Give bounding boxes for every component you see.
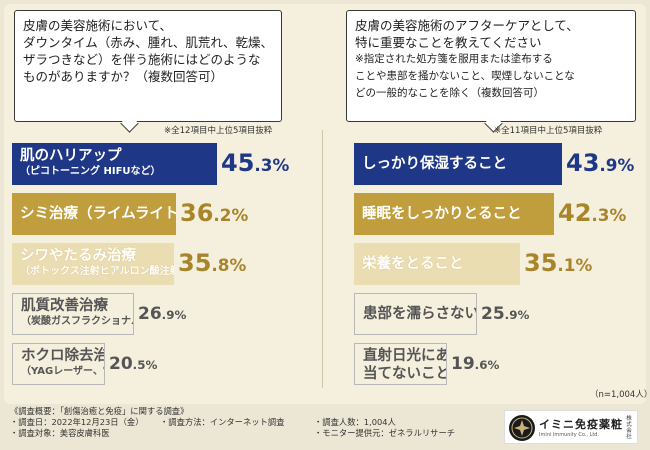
bar-label: シワやたるみ治療: [20, 248, 136, 264]
bar-label: 直射日光にあまり: [363, 348, 446, 364]
value-label: 42.3%: [558, 199, 627, 227]
right-question-line: ことや患部を掻かないこと、喫煙しないことな: [355, 70, 575, 82]
panel-divider: [322, 130, 323, 388]
value-label: 19.6%: [451, 354, 500, 374]
footer-method: ・調査方法：インターネット調査: [160, 417, 285, 427]
footer-target: ・調査対象：美容皮膚科医: [10, 428, 110, 438]
left-question-box: 皮膚の美容施術において、 ダウンタイム（赤み、腫れ、肌荒れ、乾燥、 ザラつきなど…: [14, 10, 282, 122]
logo-name: イミニ免疫薬粧: [539, 418, 623, 431]
chart-bar: 睡眠をしっかりとること: [354, 193, 554, 235]
value-label: 25.9%: [481, 304, 530, 324]
chart-bar: ホクロ除去治療 （YAGレーザー、電気焼灼法など）: [12, 343, 105, 385]
right-question-line: 特に重要なことを教えてください: [355, 35, 542, 50]
logo-subtitle: Imini Immunity Co., Ltd.: [539, 432, 600, 438]
value-label: 35.8%: [178, 249, 247, 277]
right-question-line: 皮膚の美容施術のアフターケアとして、: [355, 18, 579, 33]
left-question-line: ものがありますか？（複数回答可）: [23, 69, 224, 84]
chart-bar: 肌質改善治療 （炭酸ガスフラクショナル炭酸ガスレーザーなど）: [12, 293, 134, 335]
bar-label: 栄養をとること: [362, 256, 464, 272]
value-label: 26.9%: [138, 304, 187, 324]
bar-label: 肌質改善治療: [21, 298, 108, 314]
bar-sublabel: 当てないこと: [363, 366, 447, 382]
bar-label: しっかり保湿すること: [362, 156, 507, 172]
chart-bar: シミ治療（ライムライトなど）: [12, 193, 176, 235]
left-question-line: ダウンタイム（赤み、腫れ、肌荒れ、乾燥、: [23, 35, 274, 50]
footer-heading: 《調査概要：「創傷治癒と免疫」に関する調査》: [10, 406, 189, 416]
footer-monitor: ・モニター提供元：ゼネラルリサーチ: [314, 428, 456, 438]
bar-sublabel: （ボトックス注射ヒアルロン酸注射など）: [20, 266, 174, 277]
chart-bar: 肌のハリアップ （ピコトーニング HIFUなど）: [12, 143, 217, 185]
bar-label: 肌のハリアップ: [20, 148, 122, 164]
sample-size: （n=1,004人）: [590, 390, 650, 400]
left-question-line: ザラつきなど）を伴う施術にはどのような: [23, 52, 261, 67]
chart-bar: 直射日光にあまり当てないこと: [354, 343, 447, 385]
right-question-line: どの一般的なことを除く（複数回答可）: [355, 87, 544, 99]
value-label: 20.5%: [109, 354, 158, 374]
right-question-line: ※指定された処方箋を服用または塗布する: [355, 53, 553, 65]
right-note: ※全11項目中上位5項目抜粋: [494, 126, 603, 136]
value-label: 35.1%: [524, 249, 593, 277]
bar-sublabel: （炭酸ガスフラクショナル炭酸ガスレーザーなど）: [21, 316, 133, 327]
bar-sublabel: （YAGレーザー、電気焼灼法など）: [21, 366, 104, 377]
left-question-line: 皮膚の美容施術において、: [23, 18, 173, 33]
bar-sublabel: （ピコトーニング HIFUなど）: [20, 166, 161, 177]
footer-people: ・調査人数：1,004人: [314, 417, 396, 427]
left-note: ※全12項目中上位5項目抜粋: [164, 126, 273, 136]
logo-emblem-icon: [509, 415, 535, 441]
bar-label: 睡眠をしっかりとること: [362, 206, 522, 222]
right-question-box: 皮膚の美容施術のアフターケアとして、 特に重要なことを教えてください ※指定され…: [346, 10, 636, 122]
chart-bar: シワやたるみ治療 （ボトックス注射ヒアルロン酸注射など）: [12, 243, 174, 285]
company-logo: イミニ免疫薬粧 Imini Immunity Co., Ltd. 株式会社: [504, 410, 638, 444]
bar-label: 患部を濡らさないこと: [363, 306, 476, 322]
value-label: 36.2%: [180, 199, 249, 227]
bar-label: ホクロ除去治療: [21, 348, 104, 364]
logo-side-text: 株式会社: [626, 416, 632, 440]
bar-label: シミ治療（ライムライトなど）: [20, 206, 176, 222]
footer-date: ・調査日：2022年12月23日（金）: [10, 417, 144, 427]
chart-bar: 患部を濡らさないこと: [354, 293, 477, 335]
chart-bar: 栄養をとること: [354, 243, 520, 285]
chart-bar: しっかり保湿すること: [354, 143, 562, 185]
value-label: 45.3%: [221, 149, 290, 177]
value-label: 43.9%: [566, 149, 635, 177]
